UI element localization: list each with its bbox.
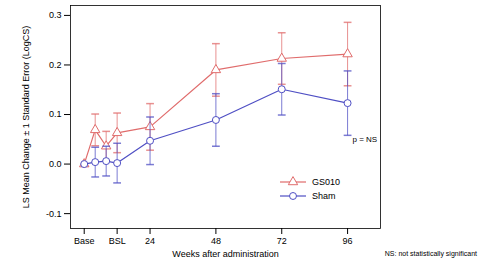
svg-text:BSL: BSL: [109, 236, 126, 246]
svg-text:Weeks after administration: Weeks after administration: [172, 249, 278, 259]
svg-text:p = NS: p = NS: [353, 135, 378, 144]
html-text:Sham: Sham: [312, 191, 336, 201]
svg-text:72: 72: [277, 236, 287, 246]
svg-text:0.3: 0.3: [49, 10, 62, 20]
svg-text:Base: Base: [74, 236, 95, 246]
svg-text:LS Mean Change ± 1 Standard Er: LS Mean Change ± 1 Standard Error (LogCS…: [21, 26, 31, 209]
svg-text:24: 24: [145, 236, 155, 246]
svg-text:48: 48: [211, 236, 221, 246]
svg-text:96: 96: [343, 236, 353, 246]
svg-text:0.0: 0.0: [49, 159, 62, 169]
svg-text:0.2: 0.2: [49, 60, 62, 70]
svg-text:-0.1: -0.1: [46, 209, 62, 219]
html-text:NS: not statistically signific: NS: not statistically significant: [384, 250, 477, 257]
svg-text:0.1: 0.1: [49, 109, 62, 119]
html-text:GS010: GS010: [312, 177, 340, 187]
